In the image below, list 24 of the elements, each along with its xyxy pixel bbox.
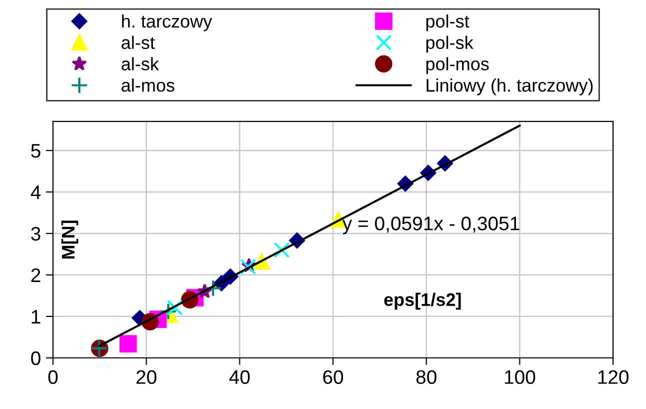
y-tick-label: 2 xyxy=(31,268,40,282)
x-tick-label: 20 xyxy=(136,370,156,384)
x-tick-label: 80 xyxy=(416,370,436,384)
legend-label: al-mos xyxy=(122,78,174,92)
legend-label: al-sk xyxy=(122,57,159,70)
y-tick-label: 3 xyxy=(31,226,40,241)
y-tick-label: 5 xyxy=(31,144,40,158)
y-tick-label: 1 xyxy=(32,310,40,324)
x-tick-label: 120 xyxy=(598,370,629,384)
y-tick-label: 4 xyxy=(30,186,41,200)
x-tick-label: 100 xyxy=(504,370,536,384)
legend-label: pol-st xyxy=(426,14,470,32)
x-tick-label: 0 xyxy=(48,370,58,384)
legend-label: pol-mos xyxy=(426,57,489,74)
legend-label: al-st xyxy=(122,36,155,50)
y-axis-title: M[N] xyxy=(61,220,78,259)
legend-label: Liniowy (h. tarczowy) xyxy=(426,78,593,96)
legend-label: pol-sk xyxy=(426,36,474,53)
y-tick-label: 0 xyxy=(31,351,40,366)
legend-label: h. tarczowy xyxy=(122,14,212,32)
x-tick-label: 40 xyxy=(229,370,250,384)
annotation: y = 0,0591x - 0,3051 xyxy=(342,216,520,234)
x-axis-title: eps[1/s2] xyxy=(384,292,461,310)
x-tick-label: 60 xyxy=(323,370,344,384)
